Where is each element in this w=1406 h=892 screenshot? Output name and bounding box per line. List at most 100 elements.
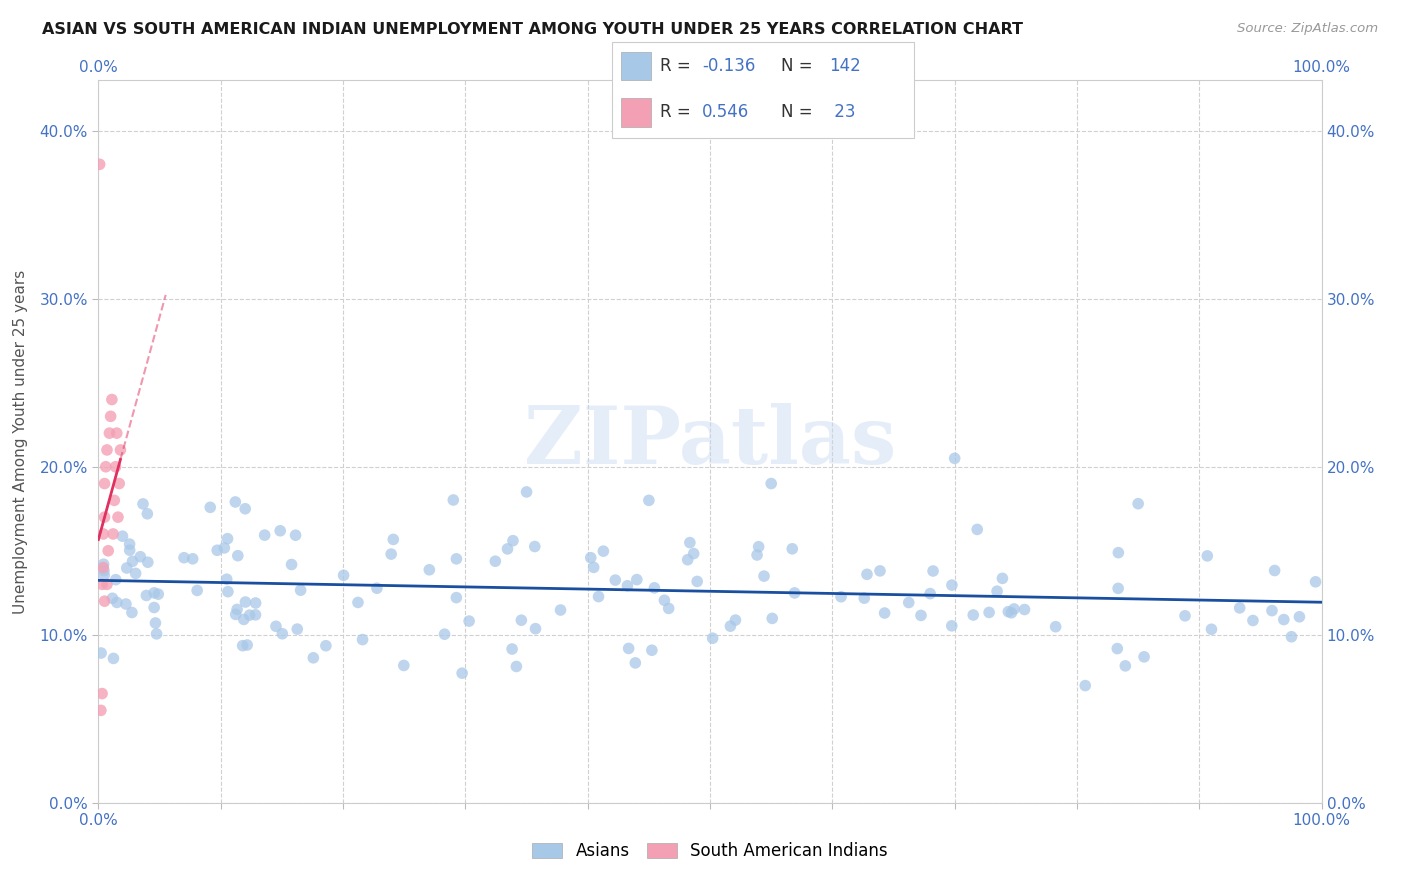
Point	[637, 493, 661, 508]
Point	[269, 524, 291, 538]
Text: N =: N =	[780, 57, 813, 75]
Point	[315, 639, 337, 653]
Point	[1241, 614, 1264, 628]
Point	[392, 658, 415, 673]
Point	[136, 555, 159, 569]
Point	[496, 541, 519, 556]
Point	[104, 573, 127, 587]
Point	[93, 558, 115, 572]
Point	[1045, 620, 1067, 634]
Point	[93, 476, 115, 491]
Point	[654, 593, 676, 607]
Point	[783, 586, 806, 600]
Legend: Asians, South American Indians: Asians, South American Indians	[526, 836, 894, 867]
Point	[245, 607, 267, 622]
Point	[181, 551, 204, 566]
Point	[702, 631, 724, 645]
Point	[966, 523, 988, 537]
Text: ASIAN VS SOUTH AMERICAN INDIAN UNEMPLOYMENT AMONG YOUTH UNDER 25 YEARS CORRELATI: ASIAN VS SOUTH AMERICAN INDIAN UNEMPLOYM…	[42, 22, 1024, 37]
Point	[148, 587, 170, 601]
Point	[103, 651, 125, 665]
Point	[239, 608, 262, 623]
Point	[214, 541, 236, 555]
Point	[233, 501, 256, 516]
Point	[89, 157, 111, 171]
Point	[920, 586, 942, 600]
Point	[93, 594, 115, 608]
Point	[104, 459, 127, 474]
Point	[1201, 622, 1223, 636]
Point	[997, 605, 1019, 619]
Point	[135, 589, 157, 603]
Point	[1174, 608, 1197, 623]
Point	[245, 596, 267, 610]
Point	[217, 584, 239, 599]
Point	[108, 476, 131, 491]
Point	[200, 500, 222, 515]
Point	[352, 632, 374, 647]
Point	[264, 619, 287, 633]
Point	[745, 548, 768, 562]
Text: ZIPatlas: ZIPatlas	[524, 402, 896, 481]
Point	[1133, 649, 1156, 664]
Point	[679, 535, 702, 549]
Point	[830, 590, 852, 604]
Point	[232, 639, 254, 653]
Point	[97, 543, 120, 558]
Point	[217, 532, 239, 546]
Point	[676, 552, 699, 566]
Point	[588, 590, 610, 604]
Point	[101, 527, 124, 541]
Point	[285, 622, 308, 636]
Point	[686, 574, 709, 589]
Point	[302, 650, 325, 665]
Point	[641, 643, 664, 657]
Point	[236, 638, 259, 652]
Point	[592, 544, 614, 558]
Point	[451, 666, 474, 681]
Point	[515, 485, 537, 500]
Point	[1288, 609, 1310, 624]
Point	[977, 606, 1000, 620]
Point	[682, 547, 704, 561]
Point	[724, 613, 747, 627]
Point	[550, 603, 572, 617]
Point	[132, 497, 155, 511]
Point	[1107, 546, 1129, 560]
Text: Source: ZipAtlas.com: Source: ZipAtlas.com	[1237, 22, 1378, 36]
Point	[1002, 602, 1025, 616]
Point	[224, 495, 246, 509]
Point	[941, 578, 963, 592]
Point	[856, 567, 879, 582]
Point	[941, 619, 963, 633]
Point	[510, 613, 533, 627]
Point	[1197, 549, 1219, 563]
Point	[235, 595, 257, 609]
Point	[502, 533, 524, 548]
Point	[91, 527, 114, 541]
Point	[505, 659, 527, 673]
Point	[91, 687, 114, 701]
Point	[643, 581, 665, 595]
Point	[446, 551, 468, 566]
Point	[1014, 602, 1036, 616]
Point	[1229, 601, 1251, 615]
Point	[579, 550, 602, 565]
Point	[991, 571, 1014, 585]
Point	[366, 581, 388, 595]
Point	[118, 543, 141, 558]
Point	[418, 563, 440, 577]
Y-axis label: Unemployment Among Youth under 25 years: Unemployment Among Youth under 25 years	[14, 269, 28, 614]
Point	[173, 550, 195, 565]
Point	[143, 600, 166, 615]
Point	[215, 572, 238, 586]
Point	[96, 442, 118, 457]
Point	[186, 583, 208, 598]
Point	[232, 612, 254, 626]
Point	[524, 622, 547, 636]
Point	[869, 564, 891, 578]
Point	[626, 573, 648, 587]
Point	[101, 392, 124, 407]
Point	[90, 646, 112, 660]
Text: 0.546: 0.546	[703, 103, 749, 121]
